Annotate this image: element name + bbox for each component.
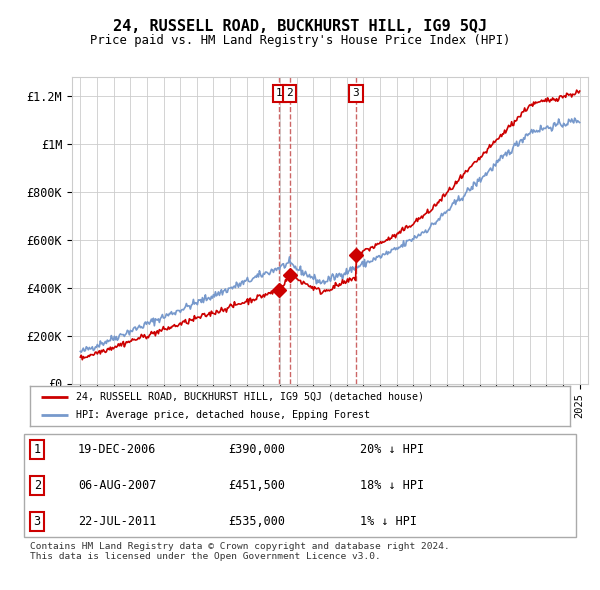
Text: 2: 2: [34, 479, 41, 492]
Text: 18% ↓ HPI: 18% ↓ HPI: [360, 479, 424, 492]
Text: Price paid vs. HM Land Registry's House Price Index (HPI): Price paid vs. HM Land Registry's House …: [90, 34, 510, 47]
Text: 1: 1: [34, 443, 41, 456]
Text: 24, RUSSELL ROAD, BUCKHURST HILL, IG9 5QJ: 24, RUSSELL ROAD, BUCKHURST HILL, IG9 5Q…: [113, 19, 487, 34]
Text: £451,500: £451,500: [228, 479, 285, 492]
Text: 2: 2: [286, 88, 293, 99]
Text: Contains HM Land Registry data © Crown copyright and database right 2024.
This d: Contains HM Land Registry data © Crown c…: [30, 542, 450, 561]
Text: £535,000: £535,000: [228, 515, 285, 528]
Text: 3: 3: [352, 88, 359, 99]
Text: 22-JUL-2011: 22-JUL-2011: [78, 515, 157, 528]
Text: 24, RUSSELL ROAD, BUCKHURST HILL, IG9 5QJ (detached house): 24, RUSSELL ROAD, BUCKHURST HILL, IG9 5Q…: [76, 392, 424, 402]
Text: 20% ↓ HPI: 20% ↓ HPI: [360, 443, 424, 456]
Text: 3: 3: [34, 515, 41, 528]
Text: 1: 1: [276, 88, 283, 99]
Text: 1% ↓ HPI: 1% ↓ HPI: [360, 515, 417, 528]
Text: 06-AUG-2007: 06-AUG-2007: [78, 479, 157, 492]
Text: HPI: Average price, detached house, Epping Forest: HPI: Average price, detached house, Eppi…: [76, 410, 370, 420]
Text: 19-DEC-2006: 19-DEC-2006: [78, 443, 157, 456]
Text: £390,000: £390,000: [228, 443, 285, 456]
